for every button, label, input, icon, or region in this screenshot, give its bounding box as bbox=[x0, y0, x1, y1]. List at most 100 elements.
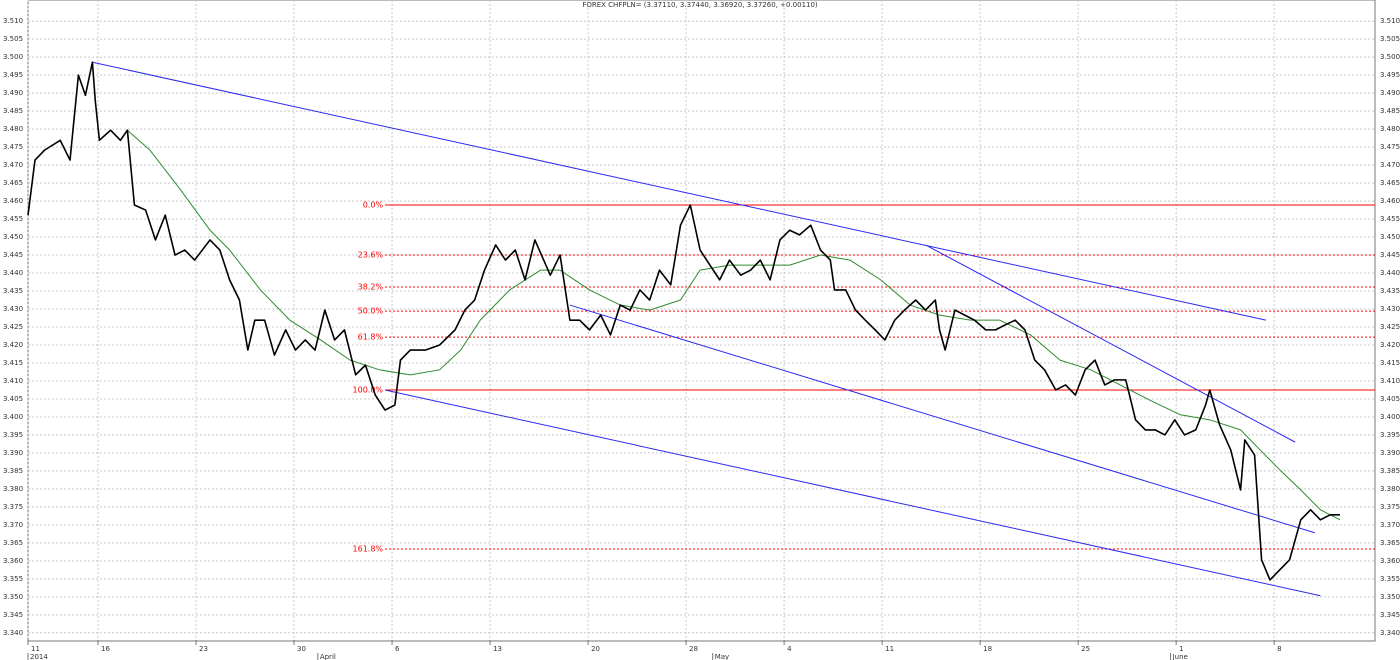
y-tick-label-right: 3.440 bbox=[1380, 269, 1400, 277]
y-tick-label: 3.350 bbox=[3, 593, 23, 601]
y-tick-label: 3.365 bbox=[3, 539, 23, 547]
x-tick-label: 18 bbox=[983, 645, 992, 653]
y-tick-label-right: 3.480 bbox=[1380, 125, 1400, 133]
x-tick-label: 6 bbox=[395, 645, 400, 653]
y-tick-label-right: 3.365 bbox=[1380, 539, 1400, 547]
y-tick-label: 3.460 bbox=[3, 197, 23, 205]
month-label: April bbox=[320, 653, 336, 660]
y-tick-label: 3.485 bbox=[3, 107, 23, 115]
month-label: June bbox=[1172, 653, 1188, 660]
y-tick-label-right: 3.505 bbox=[1380, 35, 1400, 43]
y-tick-label-right: 3.360 bbox=[1380, 557, 1400, 565]
y-tick-label: 3.495 bbox=[3, 71, 23, 79]
fib-label: 0.0% bbox=[363, 201, 384, 210]
y-tick-label-right: 3.465 bbox=[1380, 179, 1400, 187]
y-tick-label-right: 3.455 bbox=[1380, 215, 1400, 223]
y-tick-label-right: 3.380 bbox=[1380, 485, 1400, 493]
y-tick-label: 3.435 bbox=[3, 287, 23, 295]
y-tick-label-right: 3.345 bbox=[1380, 611, 1400, 619]
trend-line bbox=[569, 304, 1315, 534]
y-tick-label-right: 3.405 bbox=[1380, 395, 1400, 403]
y-tick-label-right: 3.450 bbox=[1380, 233, 1400, 241]
y-tick-label: 3.420 bbox=[3, 341, 23, 349]
y-tick-label: 3.455 bbox=[3, 215, 23, 223]
y-tick-label-right: 3.355 bbox=[1380, 575, 1400, 583]
y-tick-label-right: 3.460 bbox=[1380, 197, 1400, 205]
y-tick-label-right: 3.485 bbox=[1380, 107, 1400, 115]
fib-label: 100.0% bbox=[353, 385, 384, 394]
price-line bbox=[27, 61, 1340, 581]
price-line bbox=[127, 129, 1341, 521]
x-tick-label: 13 bbox=[493, 645, 502, 653]
y-tick-label-right: 3.395 bbox=[1380, 431, 1400, 439]
y-tick-label-right: 3.400 bbox=[1380, 413, 1400, 421]
x-tick-label: 8 bbox=[1277, 645, 1281, 653]
y-tick-label-right: 3.415 bbox=[1380, 359, 1400, 367]
y-tick-label: 3.490 bbox=[3, 89, 23, 97]
x-tick-label: 11 bbox=[31, 645, 40, 653]
x-tick-label: 1 bbox=[1179, 645, 1183, 653]
y-tick-label: 3.425 bbox=[3, 323, 23, 331]
y-tick-label: 3.505 bbox=[3, 35, 23, 43]
chart-title: FOREX CHFPLN= (3.37110, 3.37440, 3.36920… bbox=[582, 1, 818, 9]
y-tick-label-right: 3.510 bbox=[1380, 17, 1400, 25]
x-tick-label: 20 bbox=[591, 645, 600, 653]
y-tick-label: 3.370 bbox=[3, 521, 23, 529]
y-tick-label-right: 3.385 bbox=[1380, 467, 1400, 475]
fib-label: 61.8% bbox=[358, 333, 384, 342]
x-tick-label: 25 bbox=[1081, 645, 1090, 653]
y-tick-label: 3.445 bbox=[3, 251, 23, 259]
y-tick-label: 3.395 bbox=[3, 431, 23, 439]
y-tick-label-right: 3.425 bbox=[1380, 323, 1400, 331]
y-tick-label: 3.380 bbox=[3, 485, 23, 493]
y-tick-label-right: 3.370 bbox=[1380, 521, 1400, 529]
trend-line bbox=[384, 389, 1321, 597]
y-tick-label: 3.375 bbox=[3, 503, 23, 511]
y-tick-label-right: 3.410 bbox=[1380, 377, 1400, 385]
y-tick-label: 3.465 bbox=[3, 179, 23, 187]
y-tick-label: 3.385 bbox=[3, 467, 23, 475]
y-tick-label-right: 3.490 bbox=[1380, 89, 1400, 97]
y-tick-label-right: 3.420 bbox=[1380, 341, 1400, 349]
trend-line bbox=[92, 61, 1266, 321]
fib-label: 50.0% bbox=[358, 307, 384, 316]
x-tick-label: 16 bbox=[101, 645, 110, 653]
y-tick-label: 3.470 bbox=[3, 161, 23, 169]
y-tick-label: 3.430 bbox=[3, 305, 23, 313]
x-tick-label: 4 bbox=[787, 645, 792, 653]
month-label: May bbox=[715, 653, 729, 660]
x-tick-label: 28 bbox=[689, 645, 698, 653]
y-tick-label-right: 3.475 bbox=[1380, 143, 1400, 151]
y-tick-label-right: 3.435 bbox=[1380, 287, 1400, 295]
y-tick-label: 3.400 bbox=[3, 413, 23, 421]
fib-label: 38.2% bbox=[358, 283, 384, 292]
x-tick-label: 30 bbox=[297, 645, 306, 653]
y-tick-label: 3.480 bbox=[3, 125, 23, 133]
y-tick-label: 3.440 bbox=[3, 269, 23, 277]
y-tick-label: 3.415 bbox=[3, 359, 23, 367]
y-tick-label-right: 3.375 bbox=[1380, 503, 1400, 511]
y-tick-label: 3.345 bbox=[3, 611, 23, 619]
y-tick-label-right: 3.470 bbox=[1380, 161, 1400, 169]
y-tick-label-right: 3.390 bbox=[1380, 449, 1400, 457]
y-tick-label: 3.405 bbox=[3, 395, 23, 403]
y-tick-label-right: 3.500 bbox=[1380, 53, 1400, 61]
month-label: 2014 bbox=[30, 653, 48, 660]
y-tick-label: 3.390 bbox=[3, 449, 23, 457]
fib-label: 23.6% bbox=[358, 251, 384, 260]
trend-line bbox=[925, 244, 1296, 443]
y-tick-label-right: 3.495 bbox=[1380, 71, 1400, 79]
y-tick-label: 3.510 bbox=[3, 17, 23, 25]
fib-label: 161.8% bbox=[353, 544, 384, 553]
y-tick-label: 3.410 bbox=[3, 377, 23, 385]
x-tick-label: 23 bbox=[199, 645, 208, 653]
y-tick-label: 3.355 bbox=[3, 575, 23, 583]
plot-frame bbox=[27, 0, 1376, 642]
y-tick-label-right: 3.430 bbox=[1380, 305, 1400, 313]
y-tick-label-right: 3.340 bbox=[1380, 629, 1400, 637]
y-tick-label: 3.475 bbox=[3, 143, 23, 151]
y-tick-label: 3.340 bbox=[3, 629, 23, 637]
y-tick-label-right: 3.350 bbox=[1380, 593, 1400, 601]
y-tick-label-right: 3.445 bbox=[1380, 251, 1400, 259]
